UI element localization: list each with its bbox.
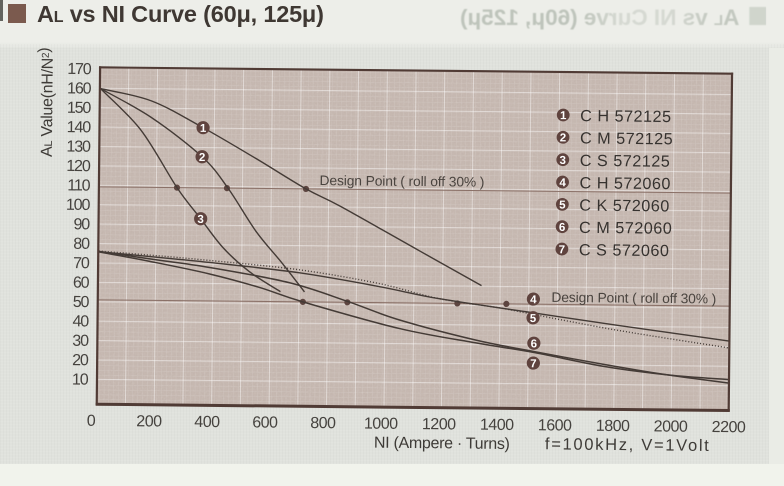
svg-text:150: 150	[67, 100, 92, 117]
svg-text:160: 160	[67, 80, 92, 97]
svg-text:1200: 1200	[422, 416, 456, 433]
svg-text:90: 90	[73, 216, 90, 233]
svg-text:1600: 1600	[538, 417, 572, 434]
svg-text:3: 3	[197, 214, 204, 226]
svg-text:400: 400	[194, 414, 220, 431]
svg-text:30: 30	[72, 333, 89, 350]
svg-text:70: 70	[73, 255, 90, 272]
svg-text:120: 120	[66, 158, 91, 175]
svg-text:6: 6	[559, 222, 566, 234]
svg-text:3: 3	[560, 155, 567, 167]
svg-text:AL Value(nH/N2): AL Value(nH/N2)	[35, 48, 57, 157]
svg-text:50: 50	[73, 294, 90, 311]
svg-text:1400: 1400	[480, 417, 514, 434]
svg-text:Design Point ( roll off 30% ): Design Point ( roll off 30% )	[319, 173, 484, 190]
svg-text:7: 7	[559, 244, 566, 256]
svg-text:1000: 1000	[364, 416, 398, 433]
svg-text:5: 5	[559, 200, 566, 212]
svg-text:1: 1	[560, 110, 567, 122]
svg-text:NI (Ampere · Turns): NI (Ampere · Turns)	[374, 435, 510, 453]
svg-text:C S 572125: C S 572125	[580, 152, 671, 171]
svg-text:Design Point ( roll off 30% ): Design Point ( roll off 30% )	[551, 290, 716, 307]
svg-text:C M 572060: C M 572060	[579, 219, 672, 238]
svg-text:110: 110	[67, 177, 91, 194]
svg-text:600: 600	[252, 414, 278, 431]
svg-text:130: 130	[66, 139, 91, 156]
svg-text:1: 1	[200, 123, 207, 135]
svg-text:80: 80	[73, 236, 90, 253]
svg-text:C M 572125: C M 572125	[580, 129, 673, 148]
svg-text:140: 140	[67, 119, 92, 136]
svg-text:2000: 2000	[654, 418, 688, 435]
svg-text:5: 5	[530, 313, 537, 325]
svg-text:60: 60	[73, 274, 90, 291]
svg-text:10: 10	[72, 371, 89, 388]
svg-text:f=100kHz, V=1Volt: f=100kHz, V=1Volt	[545, 435, 711, 455]
svg-text:800: 800	[310, 415, 336, 432]
svg-text:100: 100	[66, 197, 91, 214]
svg-text:40: 40	[72, 313, 89, 330]
svg-text:200: 200	[136, 413, 162, 430]
svg-text:6: 6	[531, 338, 538, 350]
svg-text:4: 4	[559, 177, 566, 189]
svg-text:20: 20	[72, 352, 89, 369]
svg-text:2: 2	[560, 132, 567, 144]
svg-text:C H 572060: C H 572060	[579, 174, 671, 193]
svg-text:C K 572060: C K 572060	[579, 197, 670, 216]
svg-text:170: 170	[67, 61, 92, 78]
svg-text:C S 572060: C S 572060	[579, 241, 670, 260]
svg-text:7: 7	[530, 358, 537, 370]
svg-text:1800: 1800	[596, 418, 630, 435]
svg-text:2200: 2200	[712, 419, 746, 436]
svg-text:C H 572125: C H 572125	[580, 107, 672, 126]
svg-text:4: 4	[530, 294, 537, 306]
svg-text:2: 2	[199, 152, 206, 164]
svg-text:0: 0	[87, 413, 96, 430]
